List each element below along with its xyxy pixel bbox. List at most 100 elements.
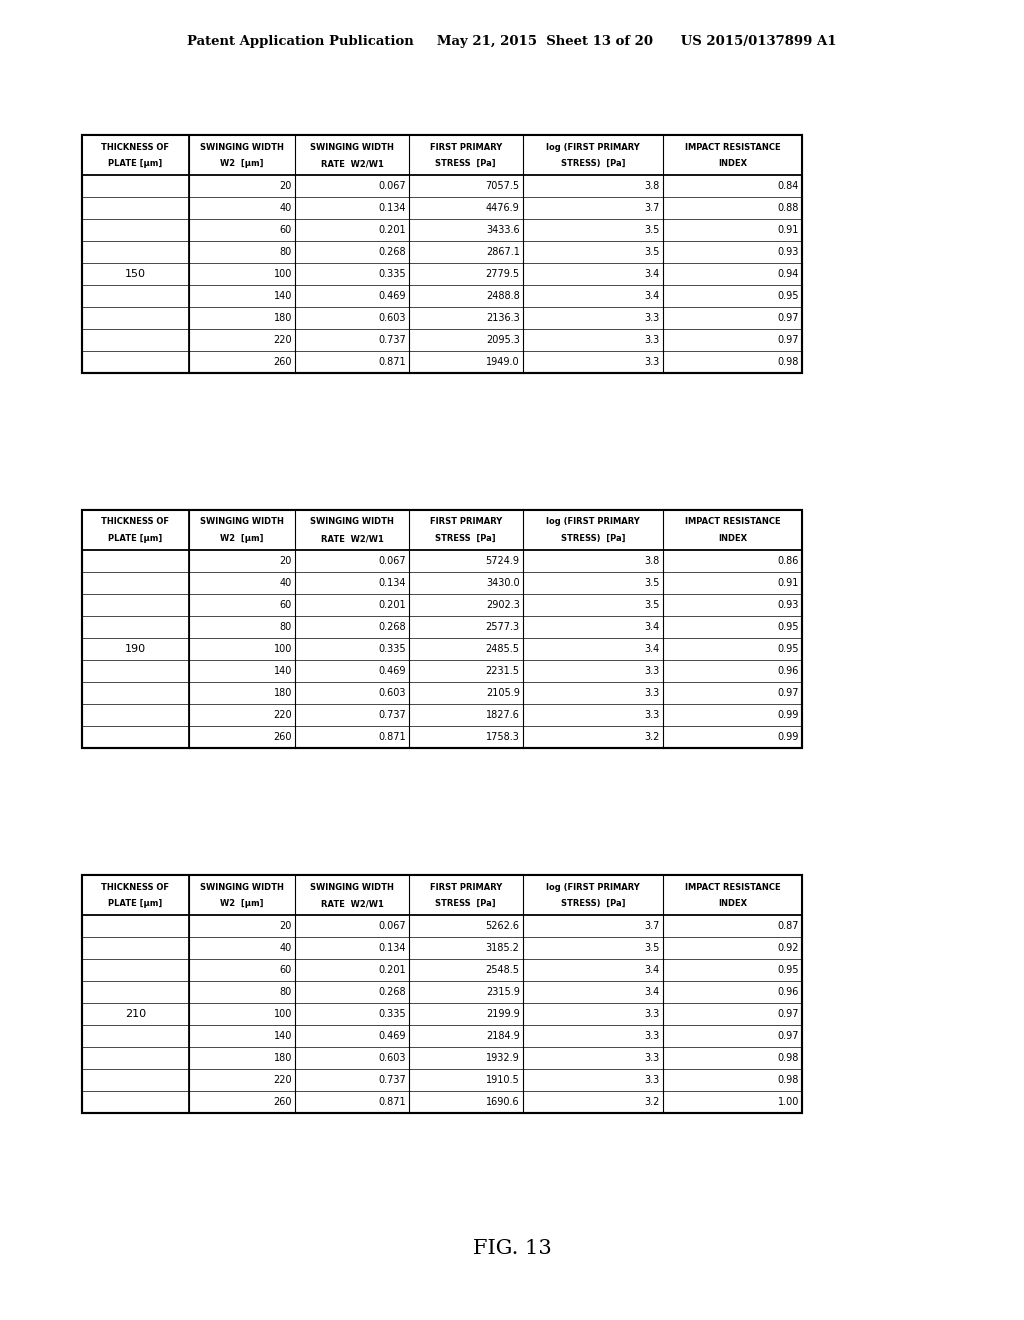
Text: 0.97: 0.97 xyxy=(777,1008,799,1019)
Text: 3.4: 3.4 xyxy=(645,622,660,632)
Text: 3.3: 3.3 xyxy=(645,710,660,719)
Text: 0.871: 0.871 xyxy=(378,733,406,742)
Text: 3.8: 3.8 xyxy=(645,556,660,566)
Text: 0.93: 0.93 xyxy=(777,247,799,257)
Text: STRESS)  [Pa]: STRESS) [Pa] xyxy=(560,160,625,168)
Text: PLATE [μm]: PLATE [μm] xyxy=(109,160,163,168)
Text: 0.94: 0.94 xyxy=(777,269,799,279)
Text: 3.8: 3.8 xyxy=(645,181,660,191)
Text: 100: 100 xyxy=(273,1008,292,1019)
Text: 3.3: 3.3 xyxy=(645,667,660,676)
Text: 0.469: 0.469 xyxy=(379,667,406,676)
Text: 0.871: 0.871 xyxy=(378,1097,406,1107)
Text: 40: 40 xyxy=(280,578,292,587)
Text: INDEX: INDEX xyxy=(718,899,748,908)
Text: 2548.5: 2548.5 xyxy=(485,965,519,975)
Text: 0.603: 0.603 xyxy=(379,688,406,698)
Bar xyxy=(82,135,802,176)
Text: IMPACT RESISTANCE: IMPACT RESISTANCE xyxy=(685,517,780,527)
Text: 3185.2: 3185.2 xyxy=(485,942,519,953)
Text: 0.93: 0.93 xyxy=(777,601,799,610)
Text: 0.737: 0.737 xyxy=(378,1074,406,1085)
Text: 60: 60 xyxy=(280,224,292,235)
Text: 0.737: 0.737 xyxy=(378,710,406,719)
Text: 2779.5: 2779.5 xyxy=(485,269,519,279)
Text: 5262.6: 5262.6 xyxy=(485,921,519,931)
Text: 3.4: 3.4 xyxy=(645,290,660,301)
Text: 100: 100 xyxy=(273,269,292,279)
Text: 0.335: 0.335 xyxy=(378,644,406,653)
Text: 3433.6: 3433.6 xyxy=(486,224,519,235)
Text: 3.4: 3.4 xyxy=(645,965,660,975)
Bar xyxy=(82,510,802,550)
Text: 0.067: 0.067 xyxy=(378,921,406,931)
Text: 3.5: 3.5 xyxy=(645,578,660,587)
Text: 220: 220 xyxy=(273,335,292,345)
Text: 180: 180 xyxy=(273,313,292,323)
Text: 0.469: 0.469 xyxy=(379,1031,406,1041)
Text: 3.2: 3.2 xyxy=(645,1097,660,1107)
Text: W2  [μm]: W2 [μm] xyxy=(220,899,263,908)
Text: 20: 20 xyxy=(280,556,292,566)
Text: 0.201: 0.201 xyxy=(378,965,406,975)
Text: 20: 20 xyxy=(280,181,292,191)
Text: Patent Application Publication     May 21, 2015  Sheet 13 of 20      US 2015/013: Patent Application Publication May 21, 2… xyxy=(187,36,837,49)
Text: 80: 80 xyxy=(280,987,292,997)
Text: 0.97: 0.97 xyxy=(777,313,799,323)
Text: 3.3: 3.3 xyxy=(645,335,660,345)
Text: RATE  W2/W1: RATE W2/W1 xyxy=(321,899,383,908)
Text: 3.5: 3.5 xyxy=(645,224,660,235)
Text: W2  [μm]: W2 [μm] xyxy=(220,535,263,544)
Text: STRESS  [Pa]: STRESS [Pa] xyxy=(435,160,496,168)
Text: 0.201: 0.201 xyxy=(378,224,406,235)
Bar xyxy=(82,510,802,748)
Text: 0.871: 0.871 xyxy=(378,356,406,367)
Bar xyxy=(82,510,802,748)
Text: 40: 40 xyxy=(280,203,292,213)
Text: 0.98: 0.98 xyxy=(777,1053,799,1063)
Text: 3.7: 3.7 xyxy=(645,203,660,213)
Text: 1827.6: 1827.6 xyxy=(485,710,519,719)
Text: 260: 260 xyxy=(273,356,292,367)
Text: 20: 20 xyxy=(280,921,292,931)
Text: 3.7: 3.7 xyxy=(645,921,660,931)
Text: 0.134: 0.134 xyxy=(379,203,406,213)
Bar xyxy=(82,135,802,374)
Text: log (FIRST PRIMARY: log (FIRST PRIMARY xyxy=(546,143,640,152)
Text: 1910.5: 1910.5 xyxy=(486,1074,519,1085)
Text: 2488.8: 2488.8 xyxy=(486,290,519,301)
Text: IMPACT RESISTANCE: IMPACT RESISTANCE xyxy=(685,883,780,891)
Text: 40: 40 xyxy=(280,942,292,953)
Text: 3.5: 3.5 xyxy=(645,601,660,610)
Text: 3.4: 3.4 xyxy=(645,269,660,279)
Text: 2902.3: 2902.3 xyxy=(485,601,519,610)
Text: 3.5: 3.5 xyxy=(645,942,660,953)
Bar xyxy=(82,135,802,374)
Text: PLATE [μm]: PLATE [μm] xyxy=(109,535,163,544)
Text: 2136.3: 2136.3 xyxy=(486,313,519,323)
Text: THICKNESS OF: THICKNESS OF xyxy=(101,517,169,527)
Text: 220: 220 xyxy=(273,1074,292,1085)
Text: 3.3: 3.3 xyxy=(645,688,660,698)
Text: 2867.1: 2867.1 xyxy=(485,247,519,257)
Bar xyxy=(82,875,802,1113)
Bar xyxy=(82,875,802,1113)
Text: 2199.9: 2199.9 xyxy=(486,1008,519,1019)
Text: 0.92: 0.92 xyxy=(777,942,799,953)
Text: 0.134: 0.134 xyxy=(379,942,406,953)
Text: 3.3: 3.3 xyxy=(645,356,660,367)
Text: 0.95: 0.95 xyxy=(777,622,799,632)
Text: SWINGING WIDTH: SWINGING WIDTH xyxy=(200,143,284,152)
Text: 0.99: 0.99 xyxy=(777,733,799,742)
Text: FIRST PRIMARY: FIRST PRIMARY xyxy=(430,517,502,527)
Text: 1949.0: 1949.0 xyxy=(486,356,519,367)
Text: 0.96: 0.96 xyxy=(777,667,799,676)
Text: 0.201: 0.201 xyxy=(378,601,406,610)
Text: 1.00: 1.00 xyxy=(777,1097,799,1107)
Text: 1690.6: 1690.6 xyxy=(486,1097,519,1107)
Text: 3.2: 3.2 xyxy=(645,733,660,742)
Text: 260: 260 xyxy=(273,733,292,742)
Text: 0.91: 0.91 xyxy=(777,578,799,587)
Text: 180: 180 xyxy=(273,688,292,698)
Text: 3.5: 3.5 xyxy=(645,247,660,257)
